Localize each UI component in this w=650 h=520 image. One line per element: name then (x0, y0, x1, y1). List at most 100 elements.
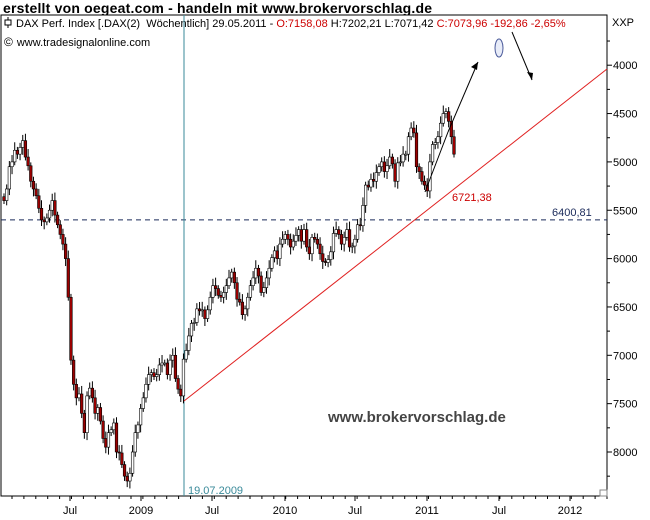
candle-body (13, 149, 17, 163)
candle-body (66, 258, 70, 298)
candle-body (452, 136, 456, 155)
candle-body (444, 111, 448, 114)
candle-body (240, 301, 244, 315)
candle-body (45, 217, 49, 223)
candle-body (366, 184, 370, 188)
candle-body (353, 238, 357, 247)
candle-body (224, 285, 228, 293)
copyright-icon: © (4, 35, 13, 49)
candle-body (358, 224, 362, 227)
candle-body (15, 149, 19, 155)
candle-body (251, 277, 255, 286)
candle-body (10, 161, 14, 168)
y-tick-label: 4500 (613, 109, 637, 121)
candle-body (374, 172, 378, 182)
candle-body (53, 200, 57, 216)
candle-body (85, 395, 89, 433)
candle-body (197, 308, 202, 312)
candle-body (248, 285, 253, 298)
candle-body (417, 166, 421, 172)
candle-body (77, 393, 81, 399)
candle-body (280, 238, 285, 245)
y-tick-label: 6500 (613, 302, 637, 314)
candle-body (187, 335, 191, 351)
candle-body (31, 180, 36, 190)
candle-body (34, 188, 38, 197)
candle-body (283, 234, 287, 240)
candle-body (195, 308, 199, 323)
candle-body (168, 359, 172, 375)
candle-body (382, 161, 386, 172)
candle-body (447, 111, 451, 122)
candle-body (232, 271, 236, 284)
watermark-text: www.brokervorschlag.de (327, 409, 506, 426)
candle-body (409, 127, 413, 138)
candle-body (18, 147, 22, 155)
candle-body (144, 384, 148, 399)
x-tick-label: Jul (205, 505, 219, 517)
support-trendline (183, 68, 608, 402)
candle-body (80, 393, 84, 414)
candle-body (50, 200, 54, 211)
resize-grip-icon (599, 489, 608, 497)
candle-body (401, 153, 405, 163)
candle-body (125, 475, 129, 482)
candle-body (152, 372, 156, 377)
candle-body (23, 140, 28, 158)
trendline-value-label: 6721,38 (452, 192, 492, 204)
candle-body (2, 196, 6, 201)
candle-body (203, 309, 207, 319)
candle-body (120, 452, 124, 465)
candle-body (72, 359, 76, 385)
axis-top-label: XXP (612, 17, 635, 29)
candle-body (222, 292, 226, 298)
candle-body (393, 163, 397, 182)
candle-body (179, 388, 183, 397)
candle-body (173, 354, 178, 379)
candle-body (160, 362, 164, 366)
candle-body (342, 237, 346, 245)
source-line: © www.tradesignalonline.com (4, 35, 150, 49)
candle-body (361, 205, 365, 227)
candle-body (147, 374, 151, 385)
candle-body (171, 354, 175, 361)
chart-header-title: erstellt von oegeat.com - handeln mit ww… (3, 0, 433, 16)
candle-body (139, 408, 143, 426)
candle-body (433, 142, 437, 145)
open-value: O:7158,08 (276, 18, 328, 30)
candle-body (420, 171, 424, 182)
candle-body (47, 209, 52, 219)
candle-body (109, 429, 113, 433)
period-label: Wöchentlich] (146, 18, 210, 30)
candle-body (289, 238, 293, 248)
candle-body (396, 162, 400, 182)
candle-body (42, 219, 46, 223)
candle-body (90, 387, 94, 399)
candle-body (181, 358, 186, 397)
candle-body (235, 282, 239, 300)
candle-body (313, 237, 317, 240)
candle-body (21, 140, 25, 148)
candle-body (377, 166, 381, 173)
candle-body (136, 424, 140, 433)
candle-body (122, 464, 127, 477)
candle-body (297, 229, 301, 236)
candle-body (256, 267, 261, 277)
candle-body (278, 243, 282, 259)
candle-body (270, 257, 274, 269)
candle-body (339, 234, 344, 245)
y-tick-label: 6000 (613, 254, 637, 266)
candle-body (61, 234, 65, 245)
candle-body (189, 323, 194, 337)
candle-body (286, 234, 290, 240)
candle-body (117, 451, 121, 454)
candle-body (39, 208, 44, 221)
candle-body (254, 267, 258, 279)
candle-body (82, 413, 86, 433)
candle-body (243, 308, 247, 315)
candle-body (291, 240, 295, 248)
candle-body (372, 179, 376, 182)
candle-body (334, 229, 338, 234)
candle-body (205, 309, 210, 319)
candle-body (350, 245, 354, 248)
